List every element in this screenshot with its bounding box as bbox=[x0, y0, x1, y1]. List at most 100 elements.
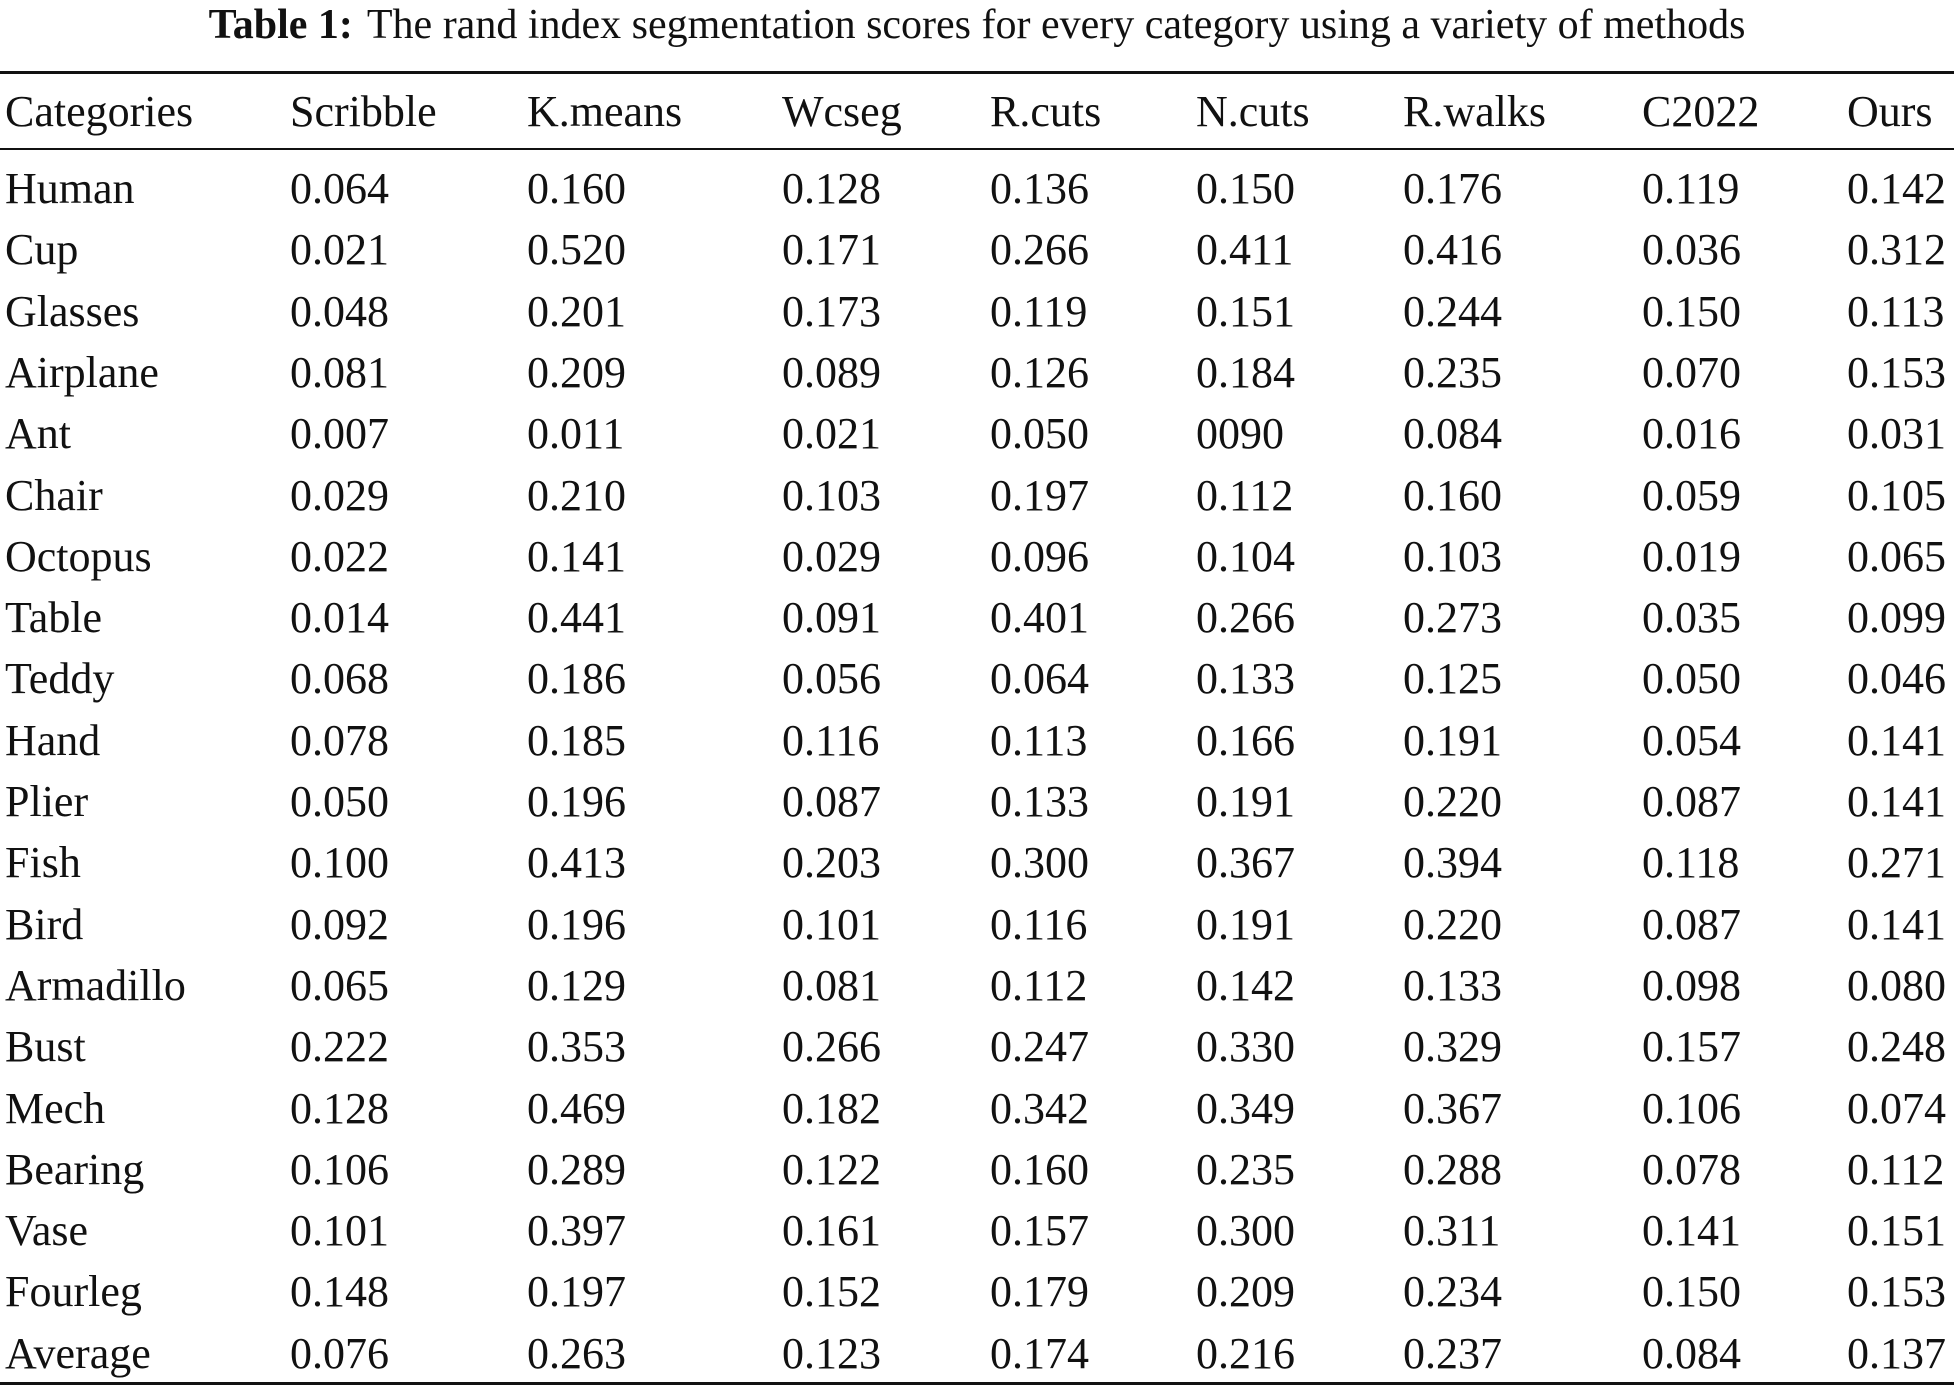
score-cell: 0.311 bbox=[1403, 1206, 1501, 1256]
score-cell: 0.128 bbox=[782, 164, 881, 213]
score-cell: 0.353 bbox=[527, 1022, 626, 1072]
score-cell: 0.123 bbox=[782, 1328, 881, 1378]
score-cell: 0.084 bbox=[1642, 1328, 1741, 1378]
score-cell: 0.411 bbox=[1196, 225, 1294, 275]
score-cell: 0.209 bbox=[1196, 1267, 1295, 1317]
score-cell: 0.349 bbox=[1196, 1083, 1295, 1133]
score-cell: 0.098 bbox=[1642, 960, 1741, 1010]
caption: Table 1: The rand index segmentation scor… bbox=[0, 0, 1954, 50]
score-cell: 0.176 bbox=[1403, 164, 1502, 213]
score-cell: 0.101 bbox=[782, 899, 881, 949]
score-cell: 0.520 bbox=[527, 225, 626, 275]
score-cell: 0.046 bbox=[1847, 654, 1946, 704]
score-cell: 0.091 bbox=[782, 593, 881, 643]
score-cell: 0.153 bbox=[1847, 347, 1946, 397]
score-cell: 0.179 bbox=[990, 1267, 1089, 1317]
score-cell: 0.064 bbox=[990, 654, 1089, 704]
row-label: Fourleg bbox=[5, 1267, 142, 1317]
score-cell: 0.184 bbox=[1196, 347, 1295, 397]
score-cell: 0.273 bbox=[1403, 593, 1502, 643]
score-cell: 0.029 bbox=[290, 470, 389, 520]
score-cell: 0.234 bbox=[1403, 1267, 1502, 1317]
score-cell: 0.266 bbox=[1196, 593, 1295, 643]
score-cell: 0.342 bbox=[990, 1083, 1089, 1133]
score-cell: 0.133 bbox=[1403, 960, 1502, 1010]
header-cell: Scribble bbox=[290, 87, 437, 136]
score-cell: 0.288 bbox=[1403, 1144, 1502, 1194]
score-cell: 0.185 bbox=[527, 715, 626, 765]
score-cell: 0.078 bbox=[1642, 1144, 1741, 1194]
score-cell: 0.112 bbox=[1196, 470, 1294, 520]
score-cell: 0.197 bbox=[990, 470, 1089, 520]
score-cell: 0.099 bbox=[1847, 593, 1946, 643]
score-cell: 0.113 bbox=[1847, 286, 1945, 336]
score-cell: 0.064 bbox=[290, 164, 389, 213]
bottom-rule bbox=[0, 1382, 1954, 1385]
score-cell: 0.271 bbox=[1847, 838, 1946, 888]
score-cell: 0.101 bbox=[290, 1206, 389, 1256]
score-cell: 0.416 bbox=[1403, 225, 1502, 275]
score-cell: 0.150 bbox=[1642, 286, 1741, 336]
score-cell: 0.133 bbox=[990, 777, 1089, 826]
score-cell: 0.203 bbox=[782, 838, 881, 888]
row-label: Fish bbox=[5, 838, 81, 888]
score-cell: 0.100 bbox=[290, 838, 389, 888]
score-cell: 0.011 bbox=[527, 409, 625, 459]
score-cell: 0090 bbox=[1196, 409, 1284, 459]
row-label: Octopus bbox=[5, 531, 152, 581]
score-cell: 0.300 bbox=[1196, 1206, 1295, 1256]
score-cell: 0.106 bbox=[1642, 1083, 1741, 1133]
score-cell: 0.394 bbox=[1403, 838, 1502, 888]
score-cell: 0.171 bbox=[782, 225, 881, 275]
score-cell: 0.065 bbox=[1847, 531, 1946, 581]
score-cell: 0.125 bbox=[1403, 654, 1502, 704]
score-cell: 0.235 bbox=[1196, 1144, 1295, 1194]
row-label: Hand bbox=[5, 715, 101, 765]
score-cell: 0.022 bbox=[290, 531, 389, 581]
score-cell: 0.119 bbox=[990, 286, 1088, 336]
row-label: Human bbox=[5, 164, 135, 213]
score-cell: 0.196 bbox=[527, 899, 626, 949]
score-cell: 0.166 bbox=[1196, 715, 1295, 765]
row-label: Plier bbox=[5, 777, 89, 826]
row-label: Ant bbox=[5, 409, 71, 459]
score-cell: 0.216 bbox=[1196, 1328, 1295, 1378]
score-cell: 0.048 bbox=[290, 286, 389, 336]
score-cell: 0.367 bbox=[1196, 838, 1295, 888]
header-cell: R.cuts bbox=[990, 87, 1102, 136]
row-label: Average bbox=[5, 1328, 151, 1378]
score-cell: 0.141 bbox=[1847, 715, 1946, 765]
score-cell: 0.103 bbox=[782, 470, 881, 520]
row-label: Chair bbox=[5, 470, 103, 520]
header-cell: Ours bbox=[1847, 87, 1933, 136]
score-cell: 0.210 bbox=[527, 470, 626, 520]
score-cell: 0.142 bbox=[1196, 960, 1295, 1010]
score-cell: 0.118 bbox=[1642, 838, 1740, 888]
score-cell: 0.174 bbox=[990, 1328, 1089, 1378]
score-cell: 0.112 bbox=[1847, 1144, 1945, 1194]
score-cell: 0.220 bbox=[1403, 777, 1502, 826]
score-cell: 0.106 bbox=[290, 1144, 389, 1194]
score-cell: 0.191 bbox=[1196, 899, 1295, 949]
row-label: Teddy bbox=[5, 654, 115, 704]
score-cell: 0.441 bbox=[527, 593, 626, 643]
score-cell: 0.173 bbox=[782, 286, 881, 336]
score-cell: 0.300 bbox=[990, 838, 1089, 888]
score-cell: 0.151 bbox=[1847, 1206, 1946, 1256]
header-rule bbox=[0, 148, 1954, 150]
score-cell: 0.247 bbox=[990, 1022, 1089, 1072]
score-cell: 0.116 bbox=[782, 715, 880, 765]
score-cell: 0.021 bbox=[782, 409, 881, 459]
score-cell: 0.150 bbox=[1196, 164, 1295, 213]
score-cell: 0.153 bbox=[1847, 1267, 1946, 1317]
score-cell: 0.050 bbox=[990, 409, 1089, 459]
score-cell: 0.112 bbox=[990, 960, 1088, 1010]
score-cell: 0.312 bbox=[1847, 225, 1946, 275]
score-cell: 0.141 bbox=[527, 531, 626, 581]
score-cell: 0.103 bbox=[1403, 531, 1502, 581]
score-cell: 0.142 bbox=[1847, 164, 1946, 213]
score-cell: 0.087 bbox=[1642, 899, 1741, 949]
score-cell: 0.128 bbox=[290, 1083, 389, 1133]
score-cell: 0.191 bbox=[1196, 777, 1295, 826]
score-cell: 0.401 bbox=[990, 593, 1089, 643]
